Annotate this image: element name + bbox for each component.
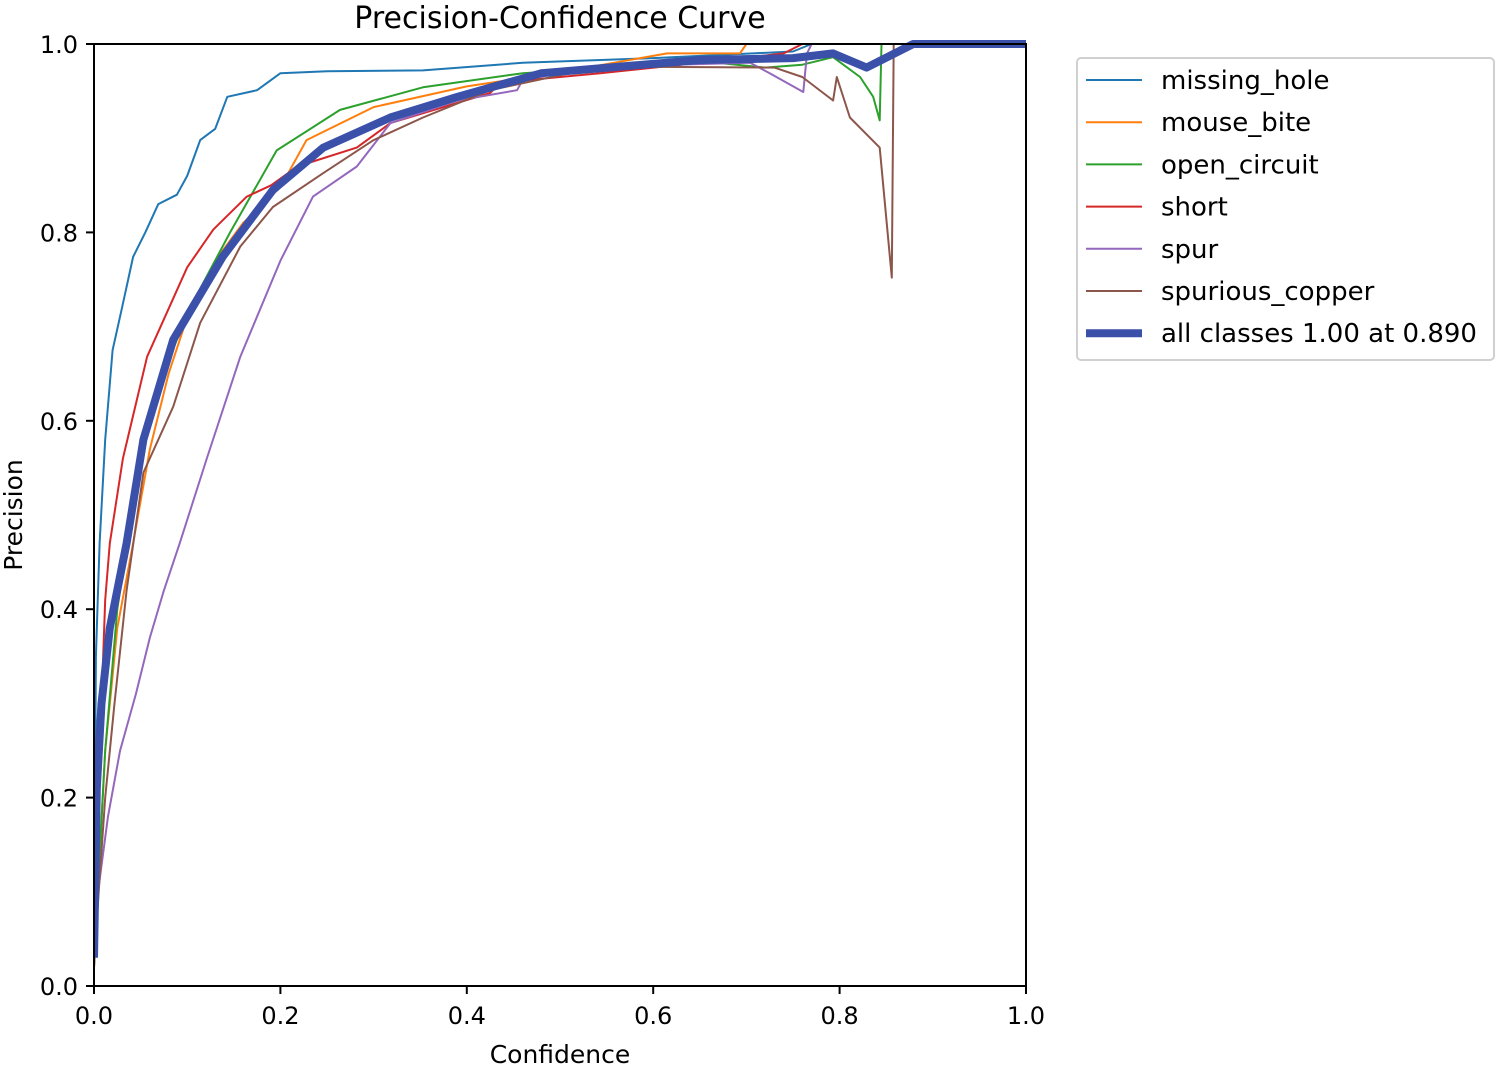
series-line-open-circuit: [94, 43, 1026, 968]
series-line-all-classes-1-00-at-0-890: [94, 40, 1026, 958]
legend-label: missing_hole: [1161, 66, 1329, 96]
plot-frame: [93, 43, 1027, 987]
x-tick-label: 1.0: [1007, 1002, 1045, 1030]
x-tick-label: 0.0: [75, 1002, 113, 1030]
x-axis-label: Confidence: [490, 1040, 631, 1068]
x-tick-label: 0.4: [448, 1002, 486, 1030]
legend-label: short: [1161, 193, 1228, 223]
y-tick-label: 1.0: [40, 31, 78, 59]
legend-label: open_circuit: [1161, 150, 1319, 180]
legend-label: all classes 1.00 at 0.890: [1161, 319, 1477, 349]
series-line-spurious-copper: [94, 43, 1026, 968]
chart-title: Precision-Confidence Curve: [354, 1, 765, 36]
series-line-spur: [94, 43, 1026, 958]
legend-label: mouse_bite: [1161, 108, 1311, 138]
x-tick-label: 0.6: [634, 1002, 672, 1030]
y-tick-label: 0.0: [40, 973, 78, 1001]
y-tick-label: 0.8: [40, 219, 78, 247]
series-line-missing-hole: [94, 43, 1026, 939]
y-tick-label: 0.4: [40, 596, 78, 624]
x-tick-label: 0.2: [261, 1002, 299, 1030]
legend-label: spurious_copper: [1161, 277, 1375, 307]
series-line-short: [94, 43, 1026, 958]
legend-label: spur: [1161, 235, 1219, 265]
x-tick-label: 0.8: [821, 1002, 859, 1030]
legend-box: [1076, 57, 1495, 361]
y-axis-label: Precision: [0, 459, 28, 571]
y-tick-label: 0.6: [40, 408, 78, 436]
series-line-mouse-bite: [94, 43, 1026, 968]
y-tick-label: 0.2: [40, 785, 78, 813]
